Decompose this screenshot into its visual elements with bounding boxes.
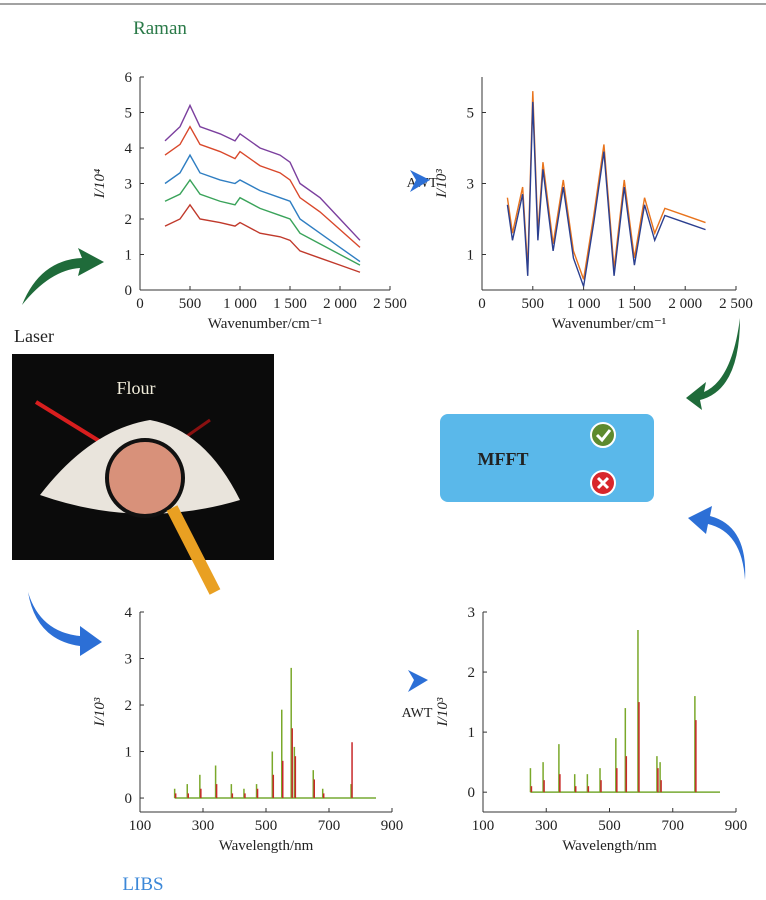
libs-label: LIBS <box>122 874 163 895</box>
curved-arrow <box>686 318 740 410</box>
y-tick-label: 0 <box>125 283 133 299</box>
y-axis-label: I/10⁴ <box>92 169 108 199</box>
x-tick-label: 1 500 <box>273 296 307 312</box>
curved-arrow <box>28 592 102 656</box>
curved-arrow <box>688 506 746 580</box>
mfft-box <box>440 414 654 502</box>
y-tick-label: 2 <box>125 212 133 228</box>
x-tick-label: 700 <box>318 818 341 834</box>
x-tick-label: 2 000 <box>323 296 357 312</box>
magnifier-handle <box>166 505 221 595</box>
x-axis-label: Wavenumber/cm⁻¹ <box>552 316 667 332</box>
raman-label: Raman <box>133 18 187 39</box>
x-tick-label: 300 <box>192 818 215 834</box>
spectrum-line <box>164 178 361 266</box>
y-axis-label: I/10³ <box>434 169 450 199</box>
y-tick-label: 2 <box>468 665 476 681</box>
check-mark <box>595 429 612 443</box>
awt-label: AWT <box>402 706 433 721</box>
x-axis-label: Wavelength/nm <box>562 838 657 854</box>
y-tick-label: 4 <box>125 141 133 157</box>
x-tick-label: 1 000 <box>223 296 257 312</box>
y-tick-label: 3 <box>125 177 133 193</box>
laser-label: Laser <box>14 326 54 346</box>
spectrum-line <box>164 153 361 263</box>
y-tick-label: 1 <box>125 745 133 761</box>
spectrum-line <box>164 203 361 273</box>
curved-arrow <box>22 248 104 305</box>
x-tick-label: 1 500 <box>618 296 652 312</box>
y-tick-label: 4 <box>125 605 133 621</box>
x-tick-label: 500 <box>522 296 545 312</box>
y-tick-label: 6 <box>125 70 133 86</box>
x-tick-label: 900 <box>725 818 748 834</box>
x-tick-label: 500 <box>179 296 202 312</box>
x-tick-label: 700 <box>662 818 685 834</box>
x-tick-label: 1 000 <box>567 296 601 312</box>
x-tick-label: 500 <box>598 818 621 834</box>
x-tick-label: 2 500 <box>719 296 753 312</box>
y-tick-label: 3 <box>467 177 475 193</box>
spectrum-line <box>164 125 361 248</box>
y-tick-label: 1 <box>467 248 475 264</box>
flour-label: Flour <box>116 378 155 398</box>
x-axis-label: Wavenumber/cm⁻¹ <box>208 316 323 332</box>
y-tick-label: 1 <box>468 725 476 741</box>
y-tick-label: 2 <box>125 698 133 714</box>
y-tick-label: 0 <box>125 791 133 807</box>
y-axis-label: I/10³ <box>92 697 108 727</box>
arrowhead <box>410 170 430 192</box>
x-tick-label: 2 500 <box>373 296 407 312</box>
x-tick-label: 100 <box>129 818 152 834</box>
y-tick-label: 3 <box>125 652 133 668</box>
x-tick-label: 0 <box>136 296 144 312</box>
y-tick-label: 5 <box>467 106 475 122</box>
magnifier <box>105 438 185 518</box>
x-tick-label: 2 000 <box>668 296 702 312</box>
x-tick-label: 900 <box>381 818 404 834</box>
x-tick-label: 0 <box>478 296 486 312</box>
mfft-label: MFFT <box>478 449 529 469</box>
spectrum-line <box>506 101 706 287</box>
y-tick-label: 5 <box>125 106 133 122</box>
x-tick-label: 300 <box>535 818 558 834</box>
arrowhead <box>408 670 428 692</box>
y-tick-label: 3 <box>468 605 476 621</box>
x-tick-label: 100 <box>472 818 495 834</box>
x-tick-label: 500 <box>255 818 278 834</box>
x-axis-label: Wavelength/nm <box>219 838 314 854</box>
y-tick-label: 1 <box>125 248 133 264</box>
spectrum-line <box>164 103 361 241</box>
y-tick-label: 0 <box>468 785 476 801</box>
check-icon <box>590 422 616 448</box>
y-axis-label: I/10³ <box>435 697 451 727</box>
cross-mark <box>596 476 610 490</box>
